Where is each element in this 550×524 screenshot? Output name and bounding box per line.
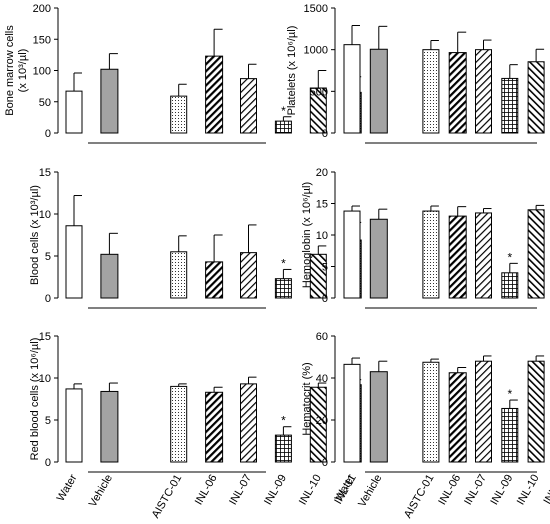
x-tick-label: INL-07: [227, 473, 254, 508]
x-tick-label: INL-06: [193, 473, 220, 508]
bar-inl-06: [205, 261, 224, 299]
x-tick-label: AISTC-01: [402, 473, 437, 521]
y-tick-label: 10: [39, 209, 51, 221]
x-tick-label: INL-11: [542, 473, 550, 507]
y-tick-label: 10: [316, 230, 328, 242]
y-tick-label: 10: [39, 373, 51, 385]
bar-water: [65, 225, 83, 299]
panel-2: 0 500 1000 1500 Platelets (x 10⁶/µl): [286, 3, 545, 144]
bar-inl-10: [527, 360, 545, 463]
y-axis-label: Red blood cells (x 10⁶/µl): [29, 338, 41, 461]
y-tick-label: 15: [39, 167, 51, 179]
significance-marker: *: [281, 414, 286, 428]
y-tick-label: 0: [45, 293, 51, 305]
significance-marker: *: [281, 256, 286, 270]
bar-inl-06: [448, 52, 467, 134]
bar-vehicle: [100, 68, 119, 134]
y-tick-label: 20: [316, 167, 328, 179]
bar-inl-09: [501, 272, 519, 299]
bar-aistc-01: [422, 49, 440, 134]
y-tick-label: 50: [39, 97, 51, 109]
bar-inl-06: [448, 215, 467, 299]
y-tick-label: 150: [33, 34, 51, 46]
y-axis-label: Hematocrit (%): [301, 362, 313, 435]
y-tick-label: 5: [45, 415, 51, 427]
y-axis-label: (x 10³/µl): [17, 49, 29, 93]
x-tick-label: Water: [333, 472, 358, 503]
y-tick-label: 15: [316, 199, 328, 211]
y-tick-label: 0: [45, 128, 51, 140]
bar-inl-09: [274, 434, 292, 463]
bar-water: [65, 90, 83, 134]
y-tick-label: 0: [322, 457, 328, 469]
x-tick-label: INL-10: [297, 473, 324, 508]
bar-inl-07: [240, 252, 257, 299]
bar-inl-10: [527, 209, 545, 299]
y-tick-label: 1500: [304, 3, 328, 15]
y-tick-label: 1000: [304, 45, 328, 57]
bar-aistc-01: [422, 361, 440, 463]
bar-vehicle: [369, 48, 388, 134]
bar-water: [343, 363, 361, 463]
y-axis-label: Hemoglobin (x 10⁶/µl): [301, 182, 313, 288]
bar-inl-07: [475, 360, 492, 463]
bar-aistc-01: [170, 385, 188, 463]
y-tick-label: 20: [316, 415, 328, 427]
y-tick-label: 0: [45, 457, 51, 469]
bar-vehicle: [369, 371, 388, 463]
bar-vehicle: [100, 390, 119, 463]
bar-inl-07: [240, 78, 257, 134]
x-tick-label: INL-09: [262, 473, 289, 508]
bar-inl-10: [527, 61, 545, 134]
bar-inl-06: [205, 391, 224, 463]
y-tick-label: 200: [33, 3, 51, 15]
y-axis-label: Blood cells (x 10³/µl): [29, 185, 41, 285]
bar-inl-07: [475, 212, 492, 299]
x-tick-label: Vehicle: [356, 473, 384, 510]
y-tick-label: 15: [39, 331, 51, 343]
bar-aistc-01: [422, 210, 440, 299]
significance-marker: *: [507, 250, 512, 264]
bar-aistc-01: [170, 251, 188, 299]
bar-inl-09: [274, 278, 292, 299]
y-axis-label: Platelets (x 10⁶/µl): [286, 26, 298, 116]
y-tick-label: 60: [316, 331, 328, 343]
y-tick-label: 40: [316, 373, 328, 385]
y-tick-label: 500: [310, 86, 328, 98]
bar-water: [65, 388, 83, 463]
bar-inl-09: [501, 407, 519, 463]
bar-vehicle: [369, 218, 388, 299]
x-tick-label: INL-09: [488, 473, 515, 508]
bar-inl-07: [475, 49, 492, 134]
x-tick-label: INL-06: [436, 473, 463, 508]
significance-marker: *: [507, 387, 512, 401]
x-tick-label: Water: [55, 472, 80, 503]
x-tick-label: INL-07: [462, 473, 489, 508]
bar-inl-06: [205, 55, 224, 134]
bar-water: [343, 210, 361, 299]
bar-water: [343, 44, 361, 134]
y-tick-label: 5: [45, 251, 51, 263]
x-tick-label: Vehicle: [87, 473, 115, 510]
y-axis-label: Bone marrow cells: [4, 25, 16, 116]
y-tick-label: 0: [322, 128, 328, 140]
bar-inl-06: [448, 372, 467, 463]
y-tick-label: 5: [322, 262, 328, 274]
panel-1: 0 50 100 150 200 Bone marrow cells (x 10³/µl) *: [4, 3, 362, 144]
x-tick-label: INL-10: [515, 473, 542, 508]
x-tick-label: AISTC-01: [150, 473, 185, 521]
bar-inl-09: [274, 120, 292, 134]
bar-inl-09: [501, 77, 519, 134]
bar-aistc-01: [170, 95, 188, 134]
bar-vehicle: [100, 253, 119, 299]
significance-marker: *: [281, 104, 286, 118]
y-tick-label: 100: [33, 66, 51, 78]
y-tick-label: 0: [322, 293, 328, 305]
bar-inl-07: [240, 383, 257, 463]
